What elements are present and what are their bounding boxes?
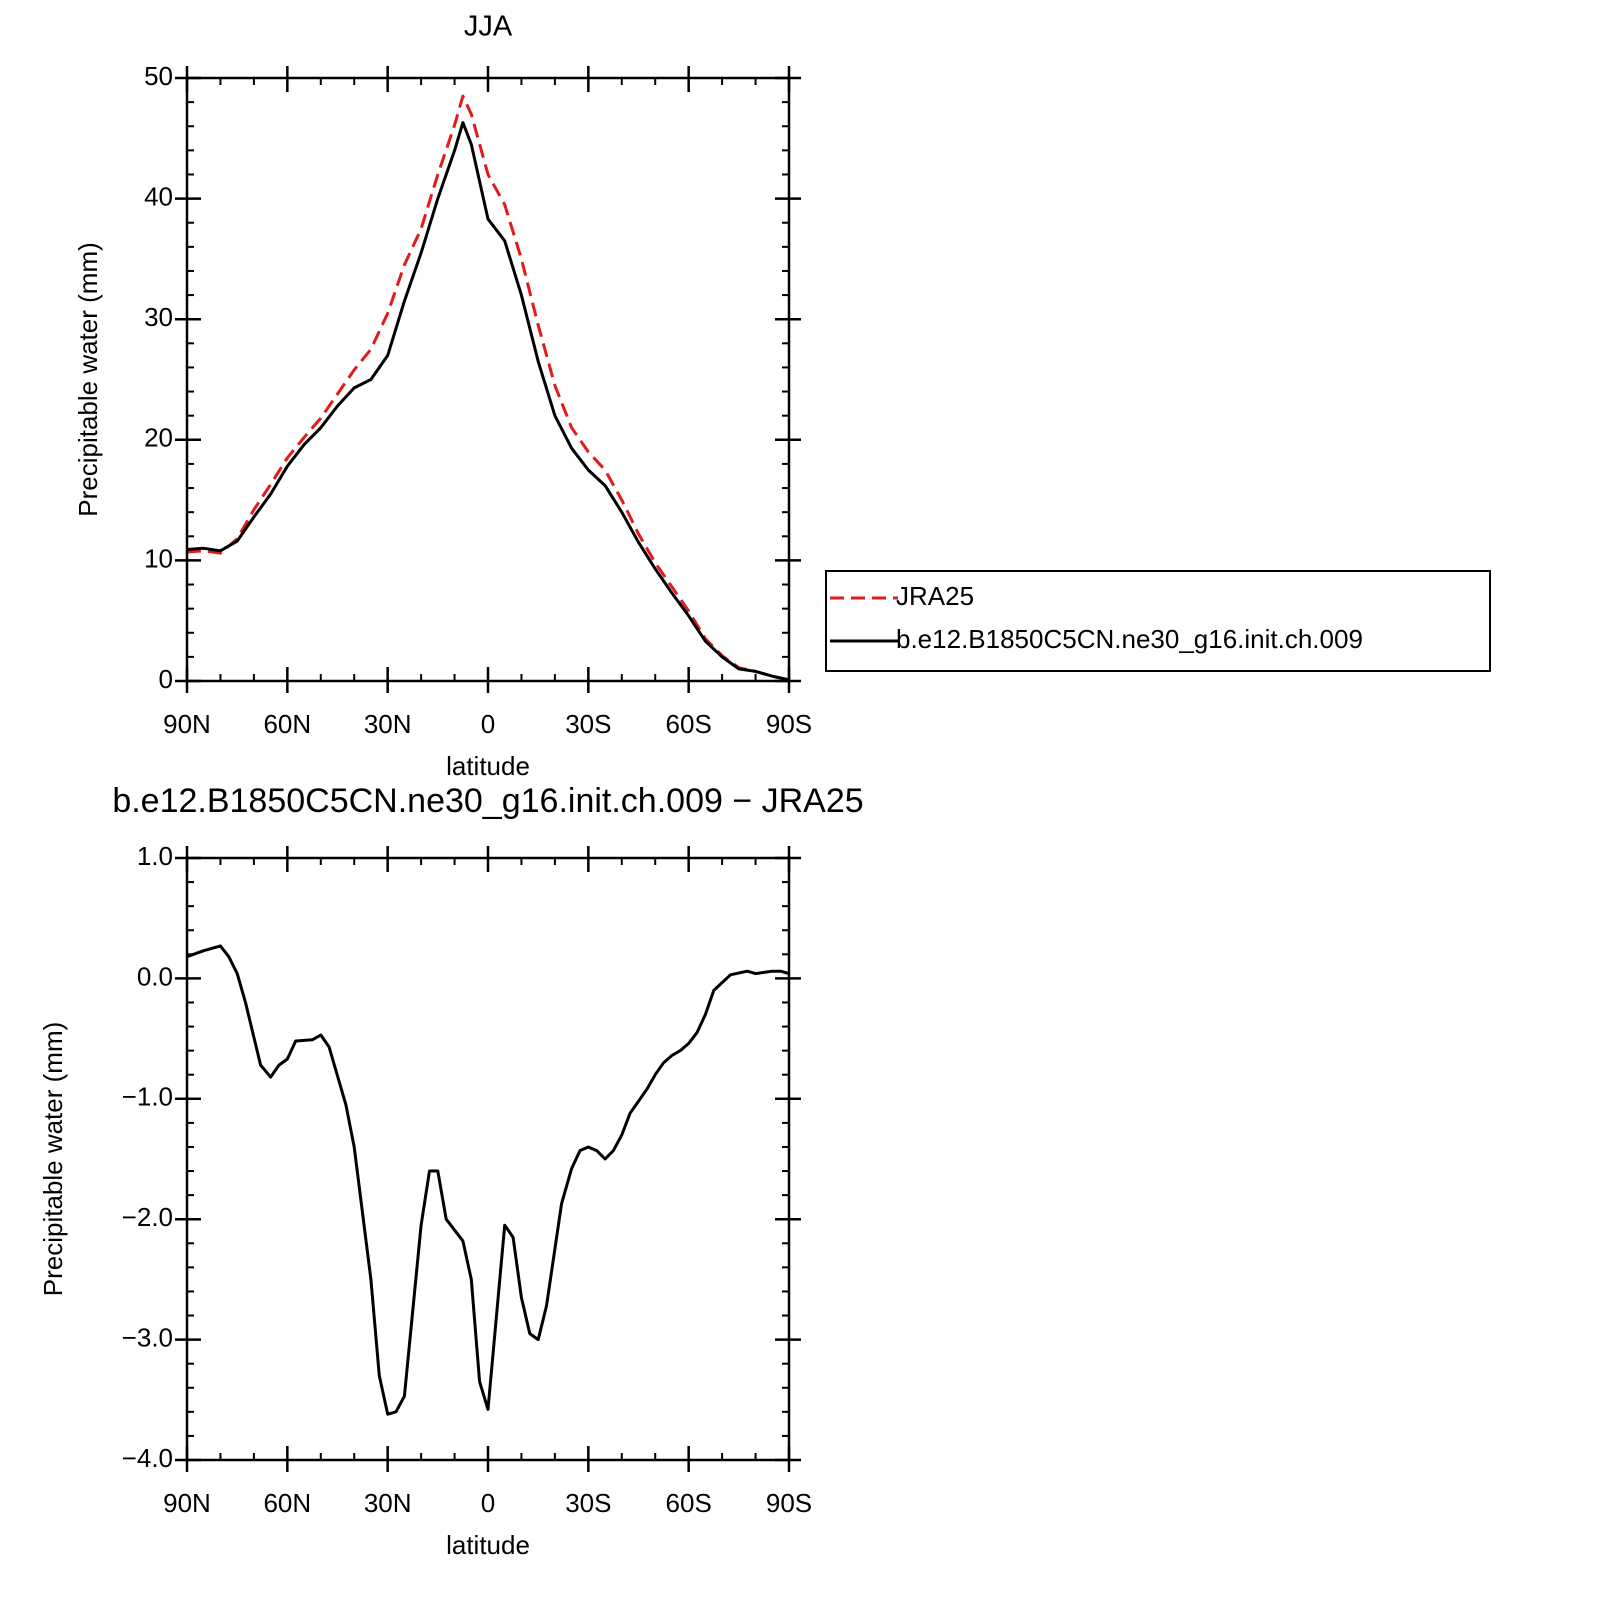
x-tick-label: 90N (163, 1488, 211, 1518)
x-tick-label: 0 (481, 1488, 495, 1518)
y-tick-label: −1.0 (122, 1082, 173, 1112)
plot-frame (185, 76, 791, 683)
x-tick-label: 60S (666, 1488, 712, 1518)
x-tick-label: 60S (666, 709, 712, 739)
x-tick-label: 0 (481, 709, 495, 739)
x-axis-label: latitude (446, 1530, 530, 1560)
series-line (186, 94, 790, 682)
y-tick-label: 0 (159, 664, 173, 694)
x-tick-label: 90S (766, 709, 812, 739)
x-tick-label: 30S (565, 709, 611, 739)
y-tick-label: 0.0 (137, 961, 173, 991)
x-axis-label: latitude (446, 751, 530, 781)
legend-label: JRA25 (896, 581, 974, 611)
y-tick-label: −4.0 (122, 1443, 173, 1473)
x-tick-label: 60N (263, 1488, 311, 1518)
y-tick-label: 40 (144, 181, 173, 211)
chart-title: b.e12.B1850C5CN.ne30_g16.init.ch.009 − J… (112, 782, 863, 820)
y-tick-label: −2.0 (122, 1202, 173, 1232)
y-tick-label: 10 (144, 543, 173, 573)
x-tick-label: 90N (163, 709, 211, 739)
plot-frame (185, 856, 791, 1462)
y-tick-label: 1.0 (137, 841, 173, 871)
x-tick-label: 30N (364, 1488, 412, 1518)
series-line (186, 121, 790, 682)
legend-label: b.e12.B1850C5CN.ne30_g16.init.ch.009 (896, 624, 1363, 654)
x-tick-label: 60N (263, 709, 311, 739)
series-line (186, 944, 790, 1416)
y-tick-label: 50 (144, 61, 173, 91)
x-tick-label: 30S (565, 1488, 611, 1518)
y-axis-label: Precipitable water (mm) (38, 1022, 68, 1297)
y-tick-label: 30 (144, 302, 173, 332)
chart-title: JJA (464, 11, 513, 43)
x-tick-label: 30N (364, 709, 412, 739)
x-tick-label: 90S (766, 1488, 812, 1518)
y-tick-label: −3.0 (122, 1322, 173, 1352)
y-axis-label: Precipitable water (mm) (73, 242, 103, 517)
legend-box (825, 570, 1491, 672)
y-tick-label: 20 (144, 423, 173, 453)
